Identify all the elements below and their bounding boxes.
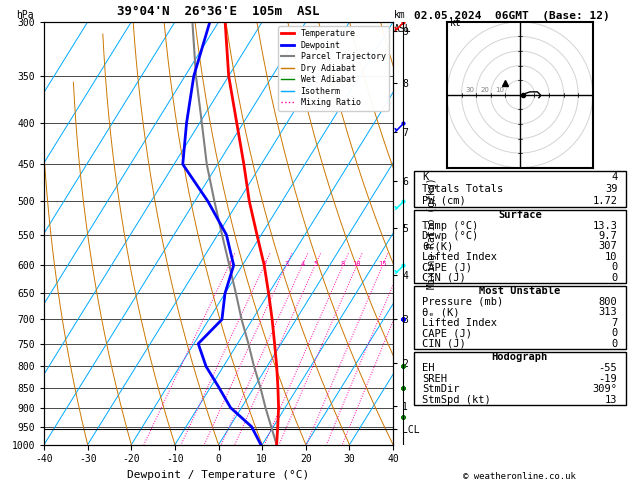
Text: -55: -55 bbox=[599, 363, 618, 373]
Text: 0: 0 bbox=[611, 262, 618, 272]
Text: Lifted Index: Lifted Index bbox=[422, 252, 498, 262]
Text: kt: kt bbox=[450, 18, 462, 28]
Text: ASL: ASL bbox=[394, 24, 411, 34]
Text: 4: 4 bbox=[300, 261, 304, 267]
Text: © weatheronline.co.uk: © weatheronline.co.uk bbox=[464, 472, 576, 481]
Text: 9.7: 9.7 bbox=[599, 231, 618, 241]
Text: 39: 39 bbox=[605, 184, 618, 194]
Text: -19: -19 bbox=[599, 374, 618, 383]
X-axis label: Dewpoint / Temperature (°C): Dewpoint / Temperature (°C) bbox=[128, 470, 309, 480]
Text: 10: 10 bbox=[353, 261, 361, 267]
Text: Lifted Index: Lifted Index bbox=[422, 318, 498, 328]
Text: 800: 800 bbox=[599, 296, 618, 307]
Text: K: K bbox=[422, 172, 428, 182]
Text: 13: 13 bbox=[605, 395, 618, 405]
Text: CAPE (J): CAPE (J) bbox=[422, 328, 472, 338]
Text: km: km bbox=[394, 10, 406, 20]
Text: 10: 10 bbox=[495, 87, 504, 93]
Text: CIN (J): CIN (J) bbox=[422, 273, 466, 283]
Text: EH: EH bbox=[422, 363, 435, 373]
Text: 3: 3 bbox=[284, 261, 288, 267]
Text: 2: 2 bbox=[262, 261, 267, 267]
Text: 307: 307 bbox=[599, 242, 618, 251]
Text: Temp (°C): Temp (°C) bbox=[422, 221, 479, 230]
Text: 15: 15 bbox=[378, 261, 387, 267]
Text: 0: 0 bbox=[611, 273, 618, 283]
Text: 30: 30 bbox=[465, 87, 475, 93]
Text: 39°04'N  26°36'E  105m  ASL: 39°04'N 26°36'E 105m ASL bbox=[118, 5, 320, 17]
Text: CIN (J): CIN (J) bbox=[422, 339, 466, 348]
Text: 4: 4 bbox=[611, 172, 618, 182]
Legend: Temperature, Dewpoint, Parcel Trajectory, Dry Adiabat, Wet Adiabat, Isotherm, Mi: Temperature, Dewpoint, Parcel Trajectory… bbox=[278, 26, 389, 111]
Text: 10: 10 bbox=[605, 252, 618, 262]
Text: StmSpd (kt): StmSpd (kt) bbox=[422, 395, 491, 405]
Text: 20: 20 bbox=[481, 87, 489, 93]
Text: 02.05.2024  06GMT  (Base: 12): 02.05.2024 06GMT (Base: 12) bbox=[414, 11, 610, 21]
Text: Dewp (°C): Dewp (°C) bbox=[422, 231, 479, 241]
Text: 13.3: 13.3 bbox=[593, 221, 618, 230]
Text: Hodograph: Hodograph bbox=[492, 352, 548, 362]
Text: StmDir: StmDir bbox=[422, 384, 460, 394]
Text: PW (cm): PW (cm) bbox=[422, 196, 466, 206]
Text: θₑ (K): θₑ (K) bbox=[422, 307, 460, 317]
Text: 1.72: 1.72 bbox=[593, 196, 618, 206]
Text: 309°: 309° bbox=[593, 384, 618, 394]
Text: 5: 5 bbox=[313, 261, 317, 267]
Y-axis label: Mixing Ratio (g/kg): Mixing Ratio (g/kg) bbox=[426, 177, 437, 289]
Text: Surface: Surface bbox=[498, 210, 542, 220]
Text: 1: 1 bbox=[227, 261, 231, 267]
Text: 0: 0 bbox=[611, 328, 618, 338]
Text: SREH: SREH bbox=[422, 374, 447, 383]
Text: CAPE (J): CAPE (J) bbox=[422, 262, 472, 272]
Text: 0: 0 bbox=[611, 339, 618, 348]
Text: Most Unstable: Most Unstable bbox=[479, 286, 560, 296]
Text: 8: 8 bbox=[341, 261, 345, 267]
Text: 7: 7 bbox=[611, 318, 618, 328]
Text: Totals Totals: Totals Totals bbox=[422, 184, 504, 194]
Text: hPa: hPa bbox=[16, 10, 34, 20]
Text: 313: 313 bbox=[599, 307, 618, 317]
Text: θₑ(K): θₑ(K) bbox=[422, 242, 454, 251]
Text: Pressure (mb): Pressure (mb) bbox=[422, 296, 504, 307]
